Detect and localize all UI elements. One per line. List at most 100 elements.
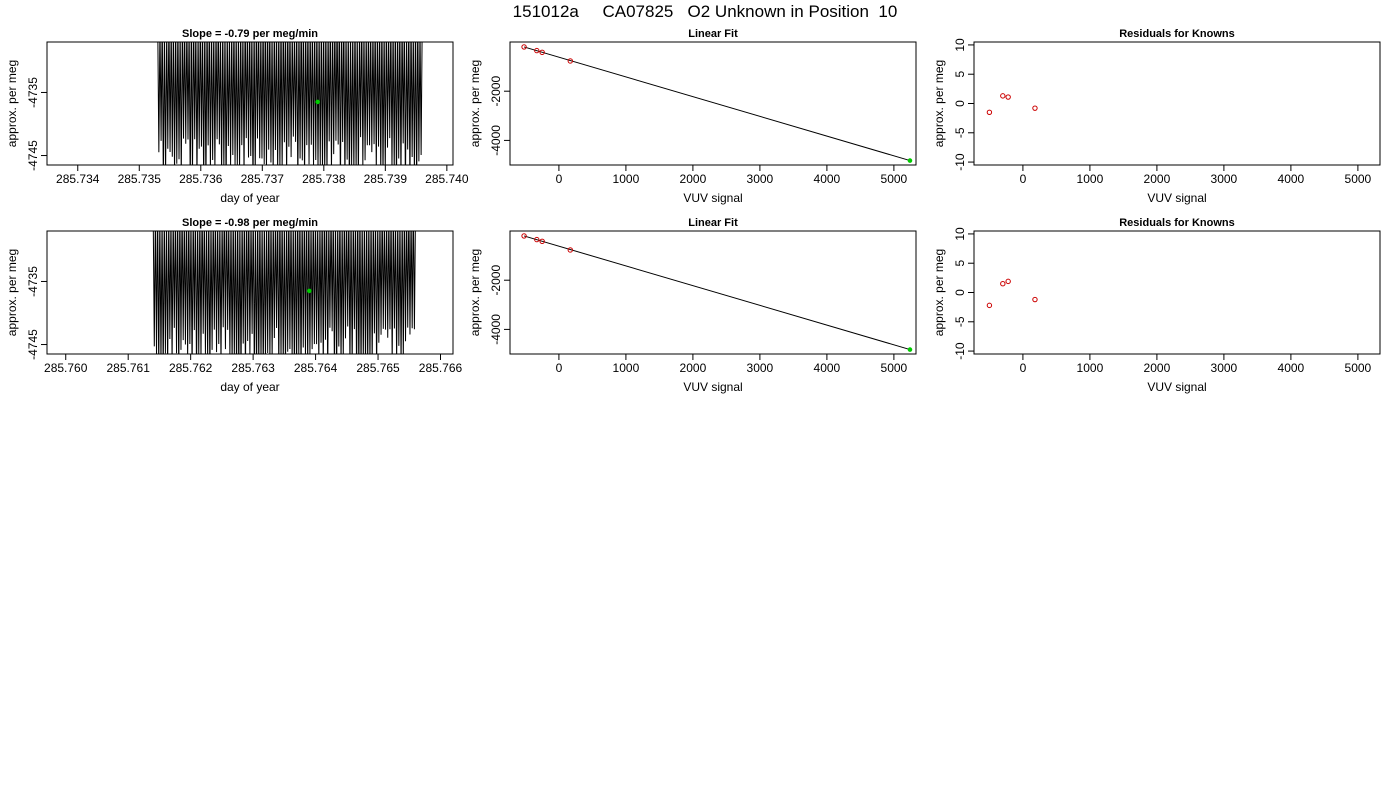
chart-panel-4: Slope = -0.98 per meg/min 285.760 285.761 2… <box>5 217 463 394</box>
plot-area <box>986 278 1038 309</box>
y-tick-label: 5 <box>953 260 967 267</box>
y-tick-label: -10 <box>953 342 967 360</box>
plot-frame <box>509 230 917 355</box>
x-tick-label: 285.735 <box>118 172 162 186</box>
x-axis-label: VUV signal <box>1147 191 1206 205</box>
fit-line <box>523 235 911 351</box>
x-tick-label: 4000 <box>814 361 841 375</box>
chart-panel-1: Slope = -0.79 per meg/min 285.734 285.735 2… <box>5 28 469 205</box>
x-tick-label: 285.737 <box>241 172 285 186</box>
y-tick-label: 0 <box>953 100 967 107</box>
y-tick-label: 0 <box>953 289 967 296</box>
highlight-point <box>907 347 913 352</box>
y-tick-label: -4735 <box>26 77 40 108</box>
plot-frame <box>973 230 1381 355</box>
plot-area <box>521 44 913 163</box>
chart-title: Slope = -0.98 per meg/min <box>182 217 318 229</box>
y-tick-label: -2000 <box>489 265 503 296</box>
x-tick-label: 285.762 <box>169 361 213 375</box>
y-tick-label: -2000 <box>489 76 503 107</box>
y-axis-label: approx. per meg <box>932 60 946 147</box>
x-tick-label: 1000 <box>1077 172 1104 186</box>
data-point <box>1000 93 1006 99</box>
plot-frame <box>509 41 917 166</box>
plot-area <box>152 231 416 354</box>
data-point <box>986 109 993 115</box>
chart-title: Linear Fit <box>688 28 738 40</box>
data-point <box>567 247 573 253</box>
y-axis-label: approx. per meg <box>5 249 19 336</box>
x-tick-label: 0 <box>556 172 563 186</box>
x-tick-label: 285.765 <box>356 361 400 375</box>
x-tick-label: 5000 <box>1345 361 1372 375</box>
x-tick-label: 0 <box>1020 172 1027 186</box>
data-point <box>1005 278 1011 285</box>
x-tick-label: 285.734 <box>56 172 100 186</box>
chart-title: Residuals for Knowns <box>1119 217 1235 229</box>
x-tick-label: 4000 <box>1278 172 1305 186</box>
plot-frame <box>46 230 454 355</box>
x-tick-label: 2000 <box>680 361 707 375</box>
x-tick-label: 1000 <box>613 172 640 186</box>
highlight-point <box>307 288 312 294</box>
y-tick-label: -10 <box>953 153 967 171</box>
x-axis-label: VUV signal <box>1147 380 1206 394</box>
x-tick-label: 285.739 <box>364 172 408 186</box>
x-tick-label: 285.760 <box>44 361 88 375</box>
y-tick-label: -5 <box>953 127 967 138</box>
x-tick-label: 3000 <box>747 361 774 375</box>
x-tick-label: 285.740 <box>425 172 469 186</box>
data-point <box>534 47 540 54</box>
y-axis-label: approx. per meg <box>468 249 482 336</box>
data-point <box>539 49 545 56</box>
chart-panel-3: Residuals for Knowns 0 1000 2000 3000 4000 500… <box>932 28 1381 205</box>
data-point <box>567 58 573 64</box>
y-tick-label: 5 <box>953 71 967 78</box>
y-axis-label: approx. per meg <box>5 60 19 147</box>
data-point <box>1032 296 1038 303</box>
plot-area <box>521 233 913 352</box>
highlight-point <box>315 99 320 105</box>
plot-frame <box>46 41 454 166</box>
x-axis-label: VUV signal <box>683 191 742 205</box>
plot-frame <box>973 41 1381 166</box>
signal-line <box>152 231 416 354</box>
y-tick-label: -4745 <box>26 329 40 360</box>
chart-panel-6: Residuals for Knowns 0 1000 2000 3000 4000 500… <box>932 217 1381 394</box>
y-tick-label: 10 <box>953 38 967 52</box>
x-tick-label: 4000 <box>1278 361 1305 375</box>
data-point <box>521 233 527 239</box>
x-tick-label: 5000 <box>881 172 908 186</box>
y-tick-label: -4000 <box>489 314 503 345</box>
y-tick-label: -4000 <box>489 125 503 156</box>
x-axis-label: day of year <box>220 191 279 205</box>
x-tick-label: 285.761 <box>107 361 151 375</box>
x-tick-label: 2000 <box>1144 172 1171 186</box>
y-tick-label: -4735 <box>26 266 40 297</box>
y-tick-label: -4745 <box>26 140 40 171</box>
x-tick-label: 0 <box>1020 361 1027 375</box>
x-tick-label: 285.736 <box>179 172 223 186</box>
signal-line <box>157 42 423 165</box>
data-point <box>539 238 545 245</box>
chart-title: Slope = -0.79 per meg/min <box>182 28 318 40</box>
x-tick-label: 5000 <box>1345 172 1372 186</box>
x-tick-label: 2000 <box>680 172 707 186</box>
data-point <box>1032 105 1038 111</box>
data-point <box>534 236 540 243</box>
x-tick-label: 0 <box>556 361 563 375</box>
x-tick-label: 3000 <box>747 172 774 186</box>
x-tick-label: 285.766 <box>419 361 463 375</box>
x-tick-label: 3000 <box>1211 172 1238 186</box>
x-tick-label: 285.764 <box>294 361 338 375</box>
data-point <box>1005 94 1011 100</box>
chart-panel-2: Linear Fit 0 1000 2000 3000 4000 5000 -2000 -400… <box>468 28 917 205</box>
plot-area <box>157 42 423 165</box>
plot-area <box>986 93 1038 115</box>
x-tick-label: 4000 <box>814 172 841 186</box>
x-tick-label: 285.763 <box>231 361 275 375</box>
y-tick-label: 10 <box>953 227 967 241</box>
x-axis-label: VUV signal <box>683 380 742 394</box>
highlight-point <box>907 158 913 163</box>
